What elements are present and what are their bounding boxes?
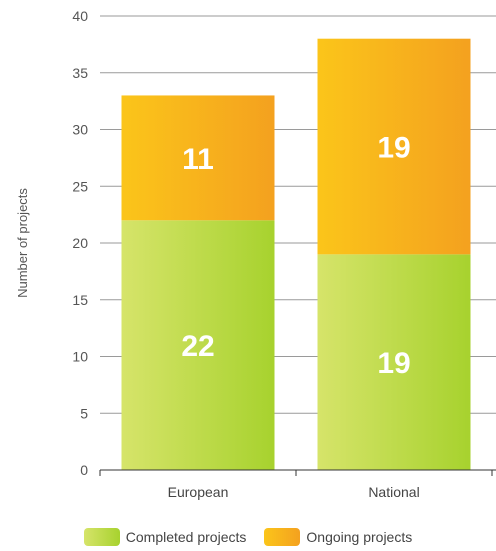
- legend-swatch-ongoing: [264, 528, 301, 546]
- x-tick-label-national: National: [368, 484, 419, 500]
- data-labels: 22 11 19 19: [181, 132, 410, 381]
- y-tick-label-25: 25: [72, 178, 88, 194]
- legend-label-ongoing: Ongoing projects: [306, 529, 413, 545]
- legend: Completed projects Ongoing projects: [0, 528, 496, 546]
- legend-item-completed: Completed projects: [83, 528, 247, 546]
- y-tick-label-5: 5: [80, 405, 88, 421]
- data-label-european-ongoing: 11: [182, 143, 214, 176]
- legend-label-completed: Completed projects: [125, 529, 247, 545]
- x-axis: European National: [99, 469, 496, 500]
- bar-european-completed: [121, 220, 275, 470]
- y-tick-label-40: 40: [72, 8, 88, 24]
- bar-national-ongoing: [317, 38, 471, 255]
- y-tick-label-30: 30: [72, 122, 88, 138]
- y-axis-label: Number of projects: [15, 188, 30, 298]
- data-label-national-ongoing: 19: [377, 132, 410, 165]
- y-tick-labels: 0 5 10 15 20 25 30 35 40: [72, 8, 88, 478]
- data-label-european-completed: 22: [181, 330, 214, 363]
- y-tick-label-35: 35: [72, 65, 88, 81]
- legend-swatch-completed: [83, 528, 120, 546]
- stacked-bar-chart: 0 5 10 15 20 25 30 35 40 22 11 19 19 European Nation…: [15, 8, 496, 500]
- bar-european-ongoing: [121, 95, 275, 221]
- legend-item-ongoing: Ongoing projects: [264, 528, 412, 546]
- y-tick-label-10: 10: [72, 349, 88, 365]
- y-tick-label-20: 20: [72, 235, 88, 251]
- x-tick-label-european: European: [168, 484, 229, 500]
- data-label-national-completed: 19: [377, 347, 410, 380]
- y-tick-label-0: 0: [80, 462, 88, 478]
- bar-national-completed: [317, 254, 471, 470]
- bars: [121, 38, 471, 470]
- y-tick-label-15: 15: [72, 292, 88, 308]
